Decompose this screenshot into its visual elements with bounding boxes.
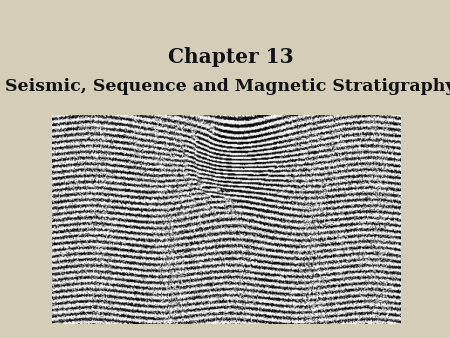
- Text: Chapter 13: Chapter 13: [168, 47, 293, 67]
- Text: Seismic, Sequence and Magnetic Stratigraphy: Seismic, Sequence and Magnetic Stratigra…: [5, 78, 450, 95]
